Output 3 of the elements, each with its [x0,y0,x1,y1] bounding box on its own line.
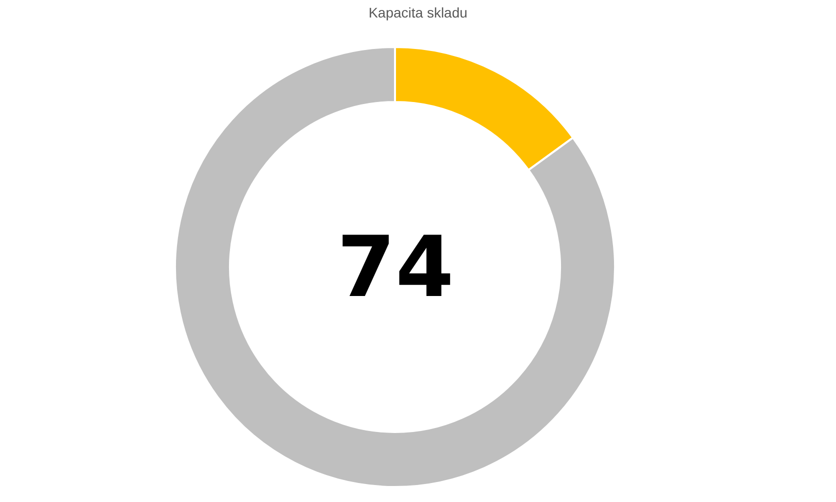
text: 74 [337,218,454,316]
donut-slice [174,46,616,488]
chart-title: Kapacita skladu [368,4,468,20]
